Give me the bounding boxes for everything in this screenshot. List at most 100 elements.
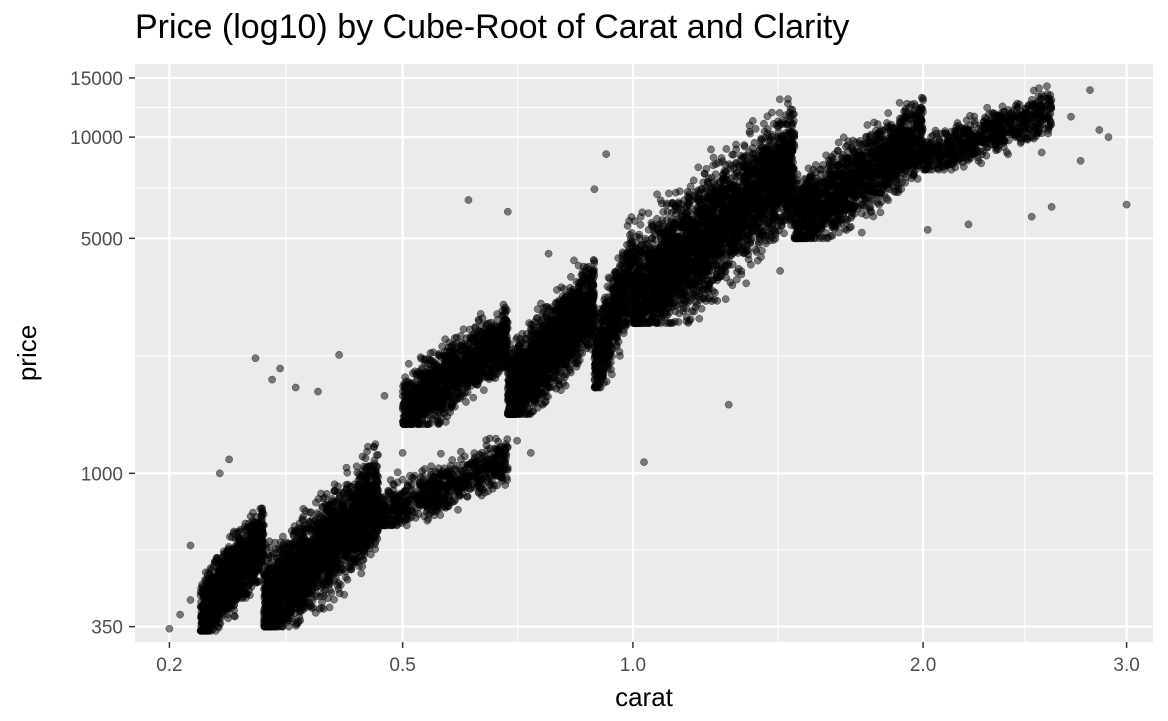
data-point xyxy=(422,481,431,490)
data-point xyxy=(222,566,230,574)
data-point xyxy=(256,504,265,513)
data-point xyxy=(225,580,234,589)
data-point xyxy=(417,473,425,482)
data-point xyxy=(315,555,324,564)
data-point xyxy=(474,489,483,497)
data-point xyxy=(438,480,447,489)
data-point xyxy=(260,570,268,579)
data-point xyxy=(222,607,230,615)
data-point xyxy=(198,615,207,624)
data-point xyxy=(325,603,334,612)
data-point xyxy=(334,555,343,564)
data-point xyxy=(274,558,282,567)
data-point xyxy=(312,549,320,557)
data-point xyxy=(348,545,357,554)
data-point xyxy=(470,449,479,457)
data-point xyxy=(357,569,366,578)
data-point xyxy=(209,602,218,611)
data-point xyxy=(301,507,310,515)
data-point xyxy=(312,575,320,584)
data-point xyxy=(401,507,410,516)
data-point xyxy=(484,455,493,464)
data-point xyxy=(352,462,361,471)
data-point xyxy=(454,482,463,490)
data-point xyxy=(264,554,273,562)
data-point xyxy=(302,540,311,548)
data-point xyxy=(298,573,306,582)
data-point xyxy=(497,464,505,472)
data-point xyxy=(418,467,426,476)
data-point xyxy=(213,573,222,582)
data-point xyxy=(372,451,381,459)
data-point xyxy=(287,527,296,535)
data-point xyxy=(439,467,447,476)
data-point xyxy=(332,532,341,540)
data-point xyxy=(234,527,243,536)
data-point xyxy=(490,481,498,490)
data-point xyxy=(395,513,404,522)
data-point xyxy=(355,470,363,479)
data-point xyxy=(307,604,316,612)
data-point xyxy=(369,481,377,490)
data-point xyxy=(404,359,413,368)
data-point xyxy=(342,552,351,561)
data-point xyxy=(358,452,367,461)
data-point xyxy=(297,584,306,592)
data-point xyxy=(380,514,389,522)
data-point xyxy=(336,581,345,589)
data-point xyxy=(365,512,374,521)
data-point xyxy=(283,553,292,562)
data-point xyxy=(425,500,433,509)
data-point xyxy=(473,463,482,471)
data-point xyxy=(312,498,320,507)
data-point xyxy=(292,621,301,630)
data-point xyxy=(501,446,510,455)
data-point xyxy=(347,563,355,572)
data-point xyxy=(276,565,285,574)
data-point xyxy=(493,450,502,458)
data-point xyxy=(288,595,296,604)
data-point xyxy=(320,493,329,502)
data-point xyxy=(287,562,295,571)
data-point xyxy=(473,478,481,486)
data-point xyxy=(296,524,305,532)
data-point xyxy=(343,575,352,584)
data-point xyxy=(343,480,352,489)
data-point xyxy=(349,555,358,564)
data-point xyxy=(461,465,470,473)
data-point xyxy=(393,468,402,477)
data-point xyxy=(220,556,229,565)
data-point xyxy=(341,532,349,540)
data-point xyxy=(302,549,310,558)
data-point xyxy=(373,471,381,480)
data-point xyxy=(275,585,284,594)
data-point xyxy=(352,530,361,539)
data-point xyxy=(423,516,432,525)
data-point xyxy=(250,567,259,576)
data-point xyxy=(283,576,291,584)
data-point xyxy=(430,474,439,482)
data-point xyxy=(308,514,317,523)
data-point xyxy=(233,577,242,586)
data-point xyxy=(217,583,225,592)
data-point xyxy=(261,540,270,549)
data-point xyxy=(270,593,279,602)
data-point xyxy=(329,498,337,507)
data-point xyxy=(436,511,445,519)
data-point xyxy=(262,622,271,631)
data-point xyxy=(342,463,351,472)
data-point xyxy=(417,494,426,503)
data-point xyxy=(339,541,348,549)
data-point xyxy=(224,590,232,599)
data-point xyxy=(297,565,306,574)
data-point xyxy=(494,437,503,446)
data-point xyxy=(287,606,296,615)
data-point xyxy=(269,609,278,617)
data-point xyxy=(239,548,247,557)
data-point xyxy=(261,610,270,619)
data-point xyxy=(355,480,364,489)
data-point xyxy=(342,500,350,509)
data-point xyxy=(198,626,207,635)
data-point xyxy=(367,536,376,545)
data-point xyxy=(367,505,375,514)
